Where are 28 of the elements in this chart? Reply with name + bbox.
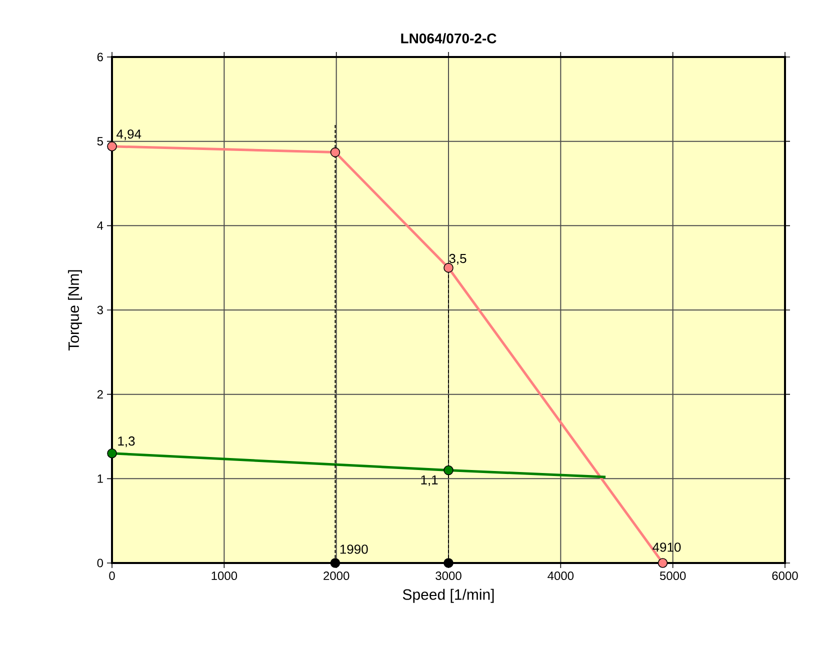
annotation: 1,3 [118,436,135,448]
point [330,147,340,158]
point [330,558,340,568]
y-tick-label: 5 [97,137,103,146]
x-axis-title: Speed [1/min] [402,588,494,603]
y-axis-title: Torque [Nm] [68,270,82,351]
point [444,558,454,568]
x-tick-label: 1000 [212,572,238,580]
x-tick-label: 5000 [660,572,686,580]
point [107,448,117,458]
x-tick-label: 4000 [548,572,574,580]
y-tick-label: 4 [97,222,104,230]
y-tick-label: 6 [97,52,103,62]
chart-title: LN064/070-2-C [401,33,496,44]
point [107,141,117,152]
x-tick-label: 0 [109,572,115,580]
y-tick-label: 0 [97,558,104,568]
point [444,465,454,476]
annotation: 3,5 [449,254,466,265]
x-tick-label: 2000 [324,572,350,580]
x-tick-label: 6000 [772,572,798,580]
x-tick-label: 3000 [436,572,462,580]
y-tick-label: 2 [97,390,103,399]
annotation: 4,94 [116,129,142,140]
point [658,558,668,568]
y-tick-label: 3 [97,306,103,314]
y-tick-label: 1 [98,474,103,483]
annotation: 1990 [340,544,368,554]
